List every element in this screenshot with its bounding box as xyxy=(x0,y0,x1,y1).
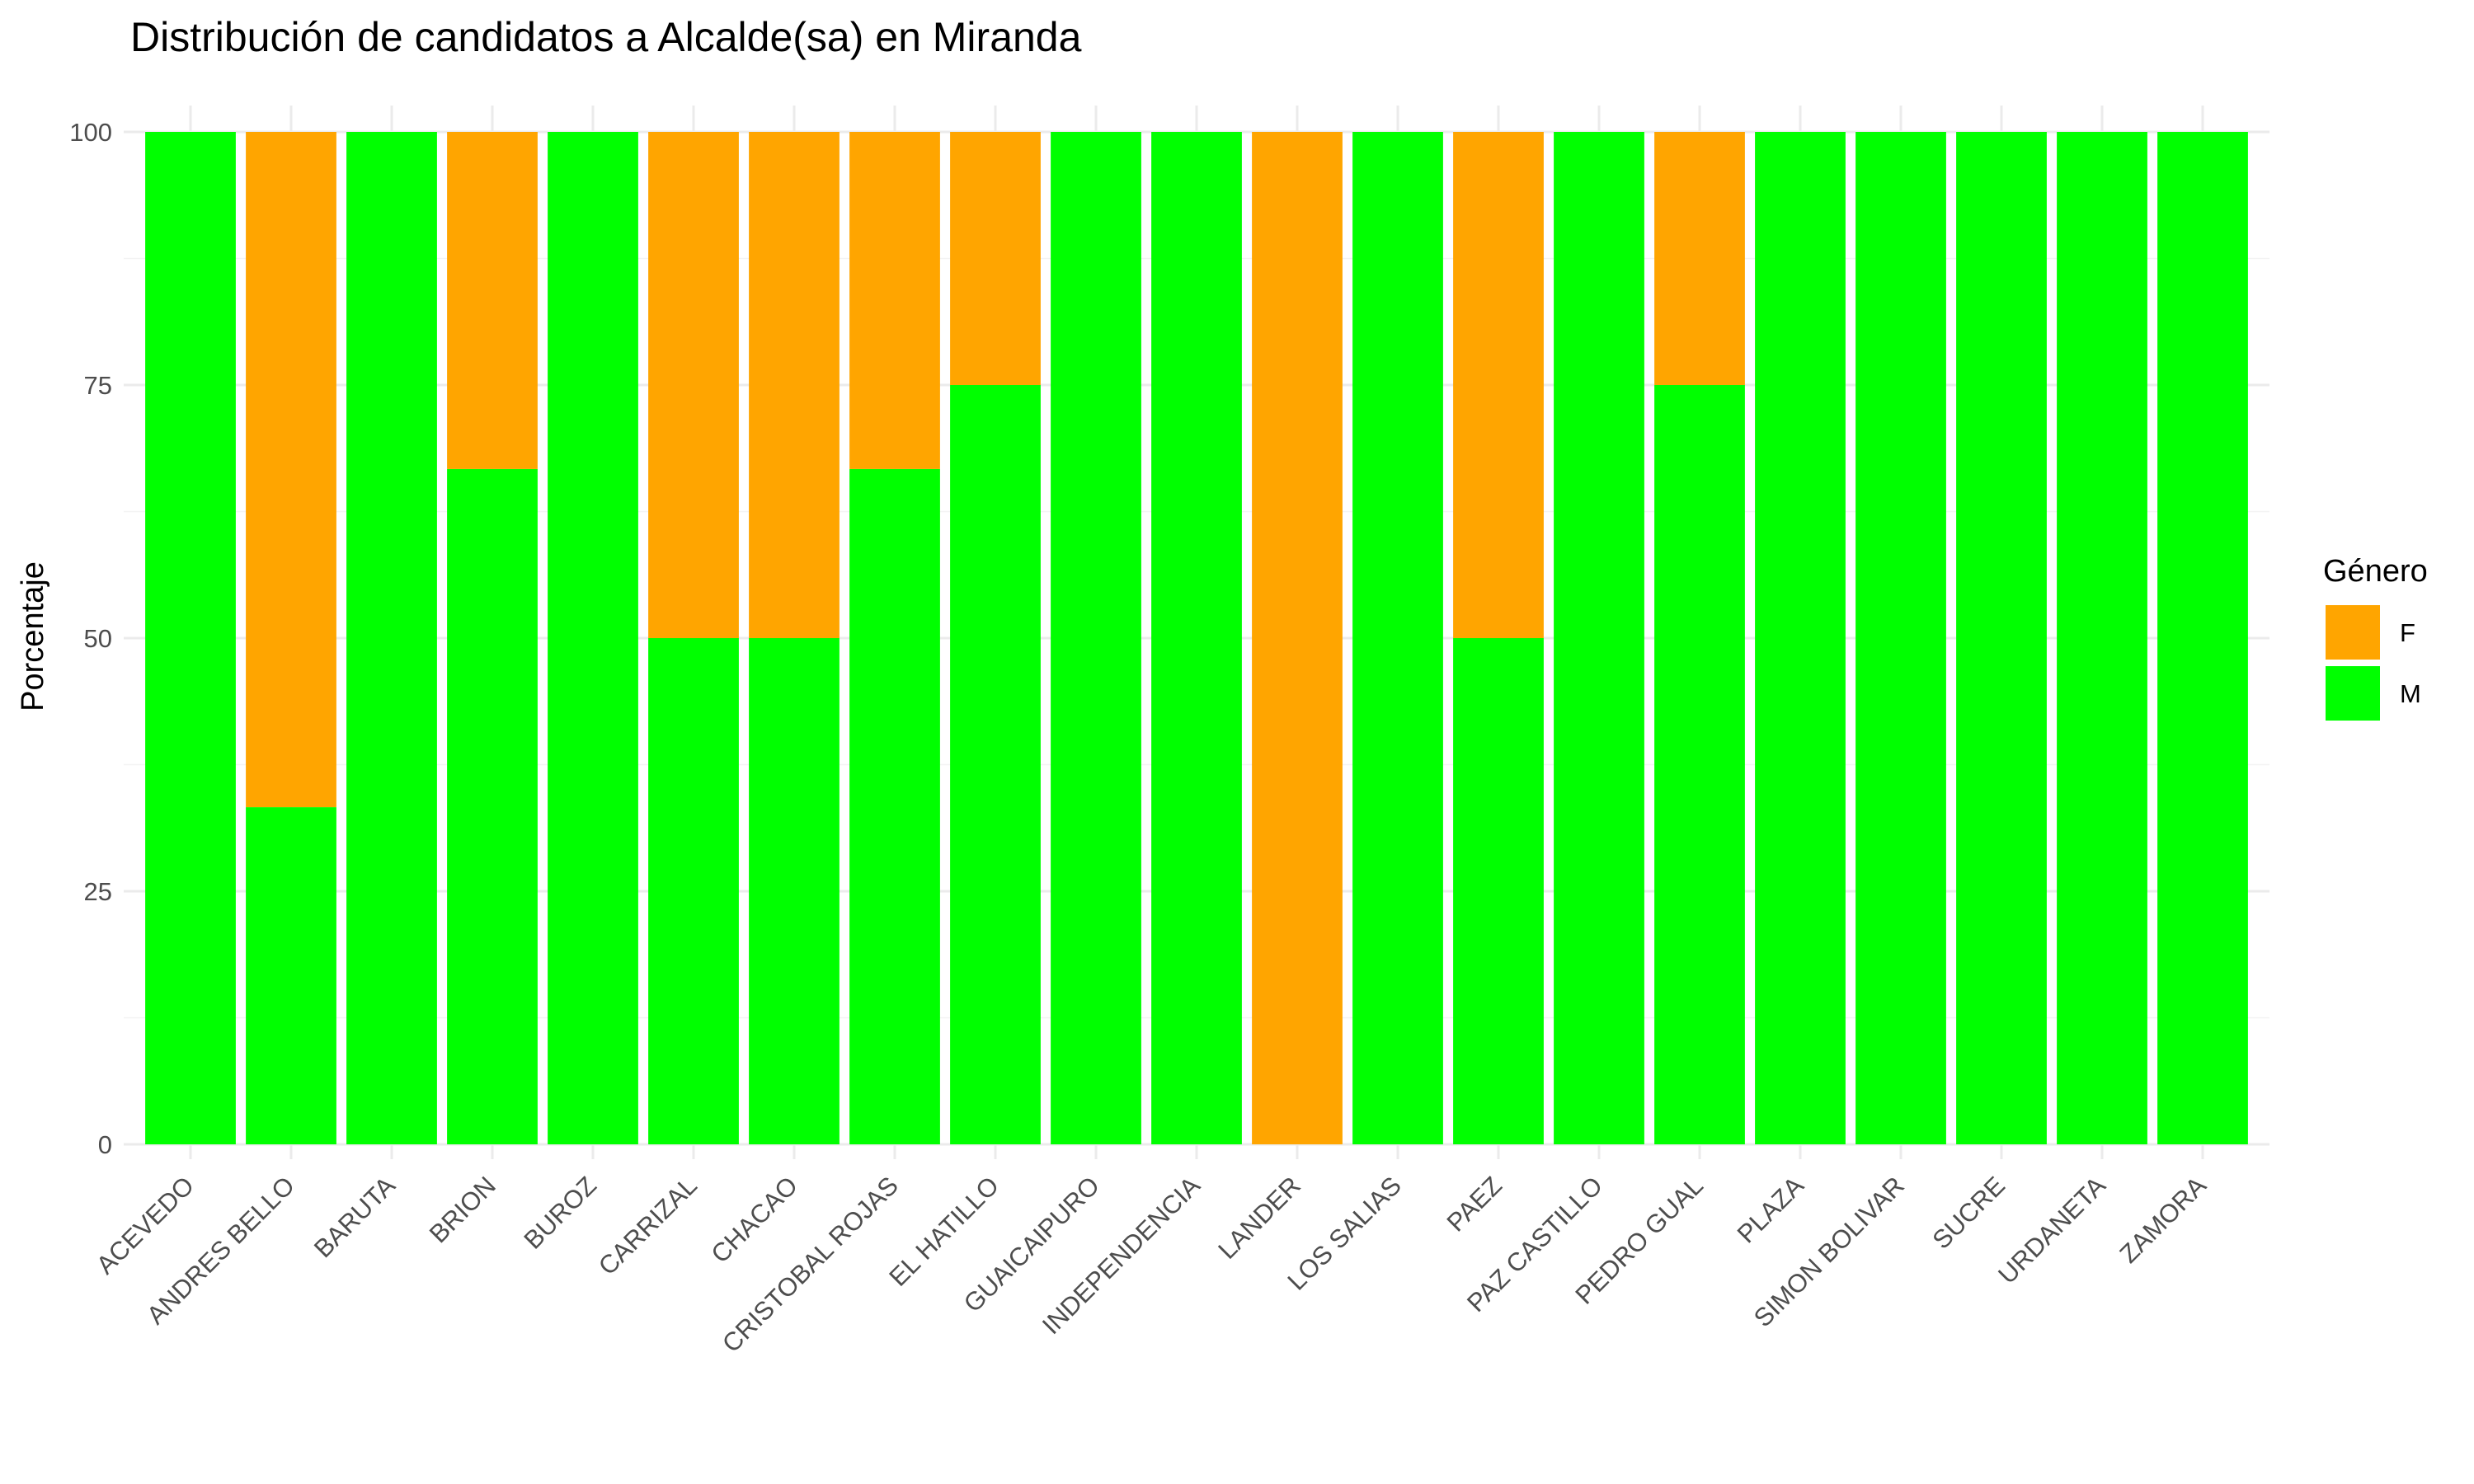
bar-m-zamora xyxy=(2157,132,2248,1144)
bar-f-andres-bello xyxy=(246,132,336,808)
x-tick-label: LANDER xyxy=(1212,1171,1306,1265)
legend-title: Género xyxy=(2323,554,2428,589)
y-tick-label: 75 xyxy=(84,371,112,400)
bar-f-brion xyxy=(447,132,538,469)
bar-f-cristobal-rojas xyxy=(849,132,940,469)
bar-f-pedro-gual xyxy=(1654,132,1745,385)
bar-m-baruta xyxy=(346,132,437,1144)
x-tick-label: URDANETA xyxy=(1992,1171,2111,1289)
bar-f-paez xyxy=(1453,132,1544,638)
bar-m-andres-bello xyxy=(246,807,336,1144)
x-tick-label: ZAMORA xyxy=(2114,1171,2212,1269)
bar-f-carrizal xyxy=(648,132,739,638)
x-tick-label: CARRIZAL xyxy=(593,1171,703,1280)
legend: Género FM xyxy=(2323,554,2428,721)
x-tick-label: BRION xyxy=(424,1171,501,1248)
y-tick-label: 0 xyxy=(98,1130,112,1159)
bar-m-sucre xyxy=(1956,132,2047,1144)
bar-m-paez xyxy=(1453,638,1544,1144)
bar-m-los-salias xyxy=(1352,132,1443,1144)
bar-f-lander xyxy=(1252,132,1343,1144)
bar-m-pedro-gual xyxy=(1654,385,1745,1144)
x-tick-label: BARUTA xyxy=(308,1171,401,1263)
x-tick-label: CHACAO xyxy=(705,1171,803,1269)
legend-swatch-m xyxy=(2326,666,2380,721)
bar-m-independencia xyxy=(1151,132,1242,1144)
bar-m-el-hatillo xyxy=(950,385,1041,1144)
bar-m-guaicaipuro xyxy=(1051,132,1141,1144)
bar-m-carrizal xyxy=(648,638,739,1144)
bar-m-chacao xyxy=(749,638,840,1144)
x-tick-label: CRISTOBAL ROJAS xyxy=(717,1171,904,1358)
bar-m-paz-castillo xyxy=(1554,132,1644,1144)
legend-label-m: M xyxy=(2400,679,2421,708)
x-tick-label: PAEZ xyxy=(1442,1171,1507,1237)
x-tick-label: SUCRE xyxy=(1926,1171,2010,1254)
x-tick-label: PLAZA xyxy=(1732,1171,1809,1248)
x-tick-label: BUROZ xyxy=(518,1171,601,1254)
legend-items: FM xyxy=(2326,605,2421,721)
bar-f-el-hatillo xyxy=(950,132,1041,385)
bar-m-simon-bolivar xyxy=(1856,132,1946,1144)
y-tick-label: 100 xyxy=(69,118,112,147)
y-axis-title: Porcentaje xyxy=(16,561,50,711)
bar-m-buroz xyxy=(548,132,638,1144)
bar-f-chacao xyxy=(749,132,840,638)
bar-m-brion xyxy=(447,468,538,1144)
x-tick-label: ACEVEDO xyxy=(91,1171,200,1280)
chart-title: Distribución de candidatos a Alcalde(sa)… xyxy=(130,14,1082,60)
bar-m-cristobal-rojas xyxy=(849,468,940,1144)
y-tick-label: 50 xyxy=(84,624,112,653)
bar-layer xyxy=(145,132,2248,1144)
bar-m-urdaneta xyxy=(2057,132,2147,1144)
y-tick-label: 25 xyxy=(84,877,112,906)
legend-label-f: F xyxy=(2400,618,2415,647)
bar-m-plaza xyxy=(1755,132,1846,1144)
legend-swatch-f xyxy=(2326,605,2380,660)
bar-m-acevedo xyxy=(145,132,236,1144)
